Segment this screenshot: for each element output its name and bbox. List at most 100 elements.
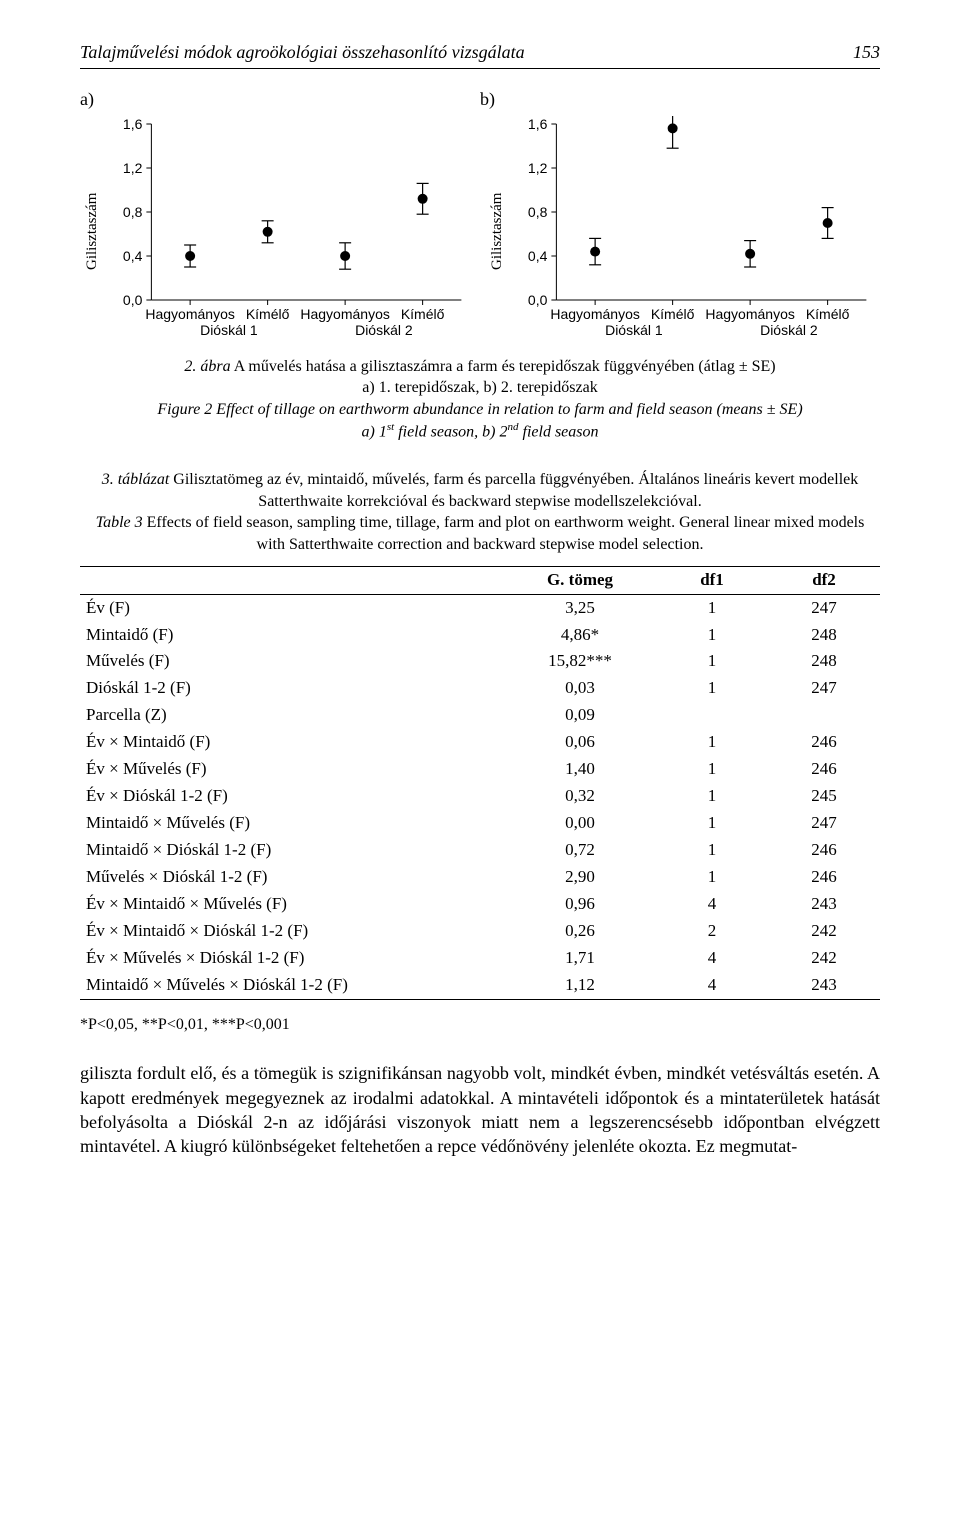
table-caption: 3. táblázat Gilisztatömeg az év, mintaid… [80,469,880,555]
table-cell: 242 [768,918,880,945]
table-cell: Év × Mintaidő × Művelés (F) [80,891,504,918]
table-cell: Év × Mintaidő (F) [80,729,504,756]
table-row: Év × Dióskál 1-2 (F)0,321245 [80,783,880,810]
svg-text:Kímélő: Kímélő [401,306,445,322]
running-header: Talajművelési módok agroökológiai összeh… [80,40,880,69]
svg-text:0,4: 0,4 [123,248,143,264]
svg-text:Dióskál 2: Dióskál 2 [355,322,413,338]
table-row: Művelés (F)15,82***1248 [80,648,880,675]
table-cell: 3,25 [504,594,656,621]
table-cell: 0,00 [504,810,656,837]
panel-b: Gilisztaszám 0,00,40,81,21,6HagyományosK… [485,116,880,346]
svg-text:Hagyományos: Hagyományos [706,306,796,322]
table-cell: 243 [768,891,880,918]
table-header-row: G. tömeg df1 df2 [80,566,880,594]
svg-text:Dióskál 2: Dióskál 2 [760,322,818,338]
svg-text:Dióskál 1: Dióskál 1 [200,322,258,338]
table-cell: Év × Mintaidő × Dióskál 1-2 (F) [80,918,504,945]
table-cell: 1 [656,810,768,837]
table-cell: 247 [768,594,880,621]
table-cell [768,702,880,729]
table-cell: 248 [768,622,880,649]
table-cell: 1 [656,837,768,864]
table-row: Év × Mintaidő (F)0,061246 [80,729,880,756]
table-cell: 1,71 [504,945,656,972]
figure-caption-en: Effect of tillage on earthworm abundance… [212,401,802,418]
svg-text:1,6: 1,6 [528,116,548,132]
table-row: Év (F)3,251247 [80,594,880,621]
svg-text:0,8: 0,8 [528,204,548,220]
table-caption-en-prefix: Table 3 [96,514,143,531]
table-cell: 0,09 [504,702,656,729]
table-cell: 1 [656,729,768,756]
table-col-blank [80,566,504,594]
figure-caption-en-line2-a: a) 1 [362,424,387,441]
page: Talajművelési módok agroökológiai összeh… [0,0,960,1218]
panel-a-chart: 0,00,40,81,21,6HagyományosKímélőHagyomán… [104,116,475,346]
svg-text:1,6: 1,6 [123,116,143,132]
page-number: 153 [853,40,880,64]
svg-text:Hagyományos: Hagyományos [146,306,236,322]
figure-caption-en-prefix: Figure 2 [157,401,212,418]
table-cell: 246 [768,756,880,783]
table-cell: 248 [768,648,880,675]
table-cell: 2,90 [504,864,656,891]
table-cell: Mintaidő × Művelés × Dióskál 1-2 (F) [80,972,504,999]
table-cell: 2 [656,918,768,945]
table-cell: Művelés × Dióskál 1-2 (F) [80,864,504,891]
table-cell: Év × Dióskál 1-2 (F) [80,783,504,810]
figure-caption-en-line2-b: field season, b) 2 [394,424,507,441]
table-col-df1: df1 [700,570,724,589]
table-row: Mintaidő × Művelés (F)0,001247 [80,810,880,837]
figure-panels: Gilisztaszám 0,00,40,81,21,6HagyományosK… [80,116,880,346]
panel-a-ylabel: Gilisztaszám [80,116,104,346]
figure-caption: 2. ábra A művelés hatása a gilisztaszámr… [80,356,880,444]
table-cell: Mintaidő × Dióskál 1-2 (F) [80,837,504,864]
svg-text:Kímélő: Kímélő [651,306,695,322]
table-cell: 247 [768,675,880,702]
table-cell: 246 [768,837,880,864]
svg-text:Kímélő: Kímélő [806,306,850,322]
significance-note: *P<0,05, **P<0,01, ***P<0,001 [80,1014,880,1036]
table-cell: Parcella (Z) [80,702,504,729]
table-body: Év (F)3,251247Mintaidő (F)4,86*1248Művel… [80,594,880,999]
table-cell: 4 [656,972,768,999]
svg-text:1,2: 1,2 [123,160,143,176]
table-cell: 0,26 [504,918,656,945]
panel-b-label: b) [480,87,880,111]
table-cell: 246 [768,729,880,756]
table-row: Mintaidő (F)4,86*1248 [80,622,880,649]
figure-caption-hu-prefix: 2. ábra [184,358,230,375]
table-cell: 246 [768,864,880,891]
body-paragraph: giliszta fordult elő, és a tömegük is sz… [80,1061,880,1158]
table-cell: Év (F) [80,594,504,621]
table-cell: 1 [656,594,768,621]
table-cell [656,702,768,729]
table-row: Év × Művelés × Dióskál 1-2 (F)1,714242 [80,945,880,972]
table-cell: Év × Művelés (F) [80,756,504,783]
table-row: Művelés × Dióskál 1-2 (F)2,901246 [80,864,880,891]
table-cell: Dióskál 1-2 (F) [80,675,504,702]
table-cell: 0,03 [504,675,656,702]
table-cell: 1 [656,648,768,675]
table-cell: 4 [656,891,768,918]
table-row: Parcella (Z)0,09 [80,702,880,729]
table-cell: 247 [768,810,880,837]
svg-text:Hagyományos: Hagyományos [301,306,391,322]
table-cell: 1 [656,783,768,810]
running-title: Talajművelési módok agroökológiai összeh… [80,40,525,64]
table-col-df2: df2 [812,570,836,589]
panel-labels: a) b) [80,87,880,111]
table-cell: 1 [656,864,768,891]
data-table: G. tömeg df1 df2 Év (F)3,251247Mintaidő … [80,566,880,1000]
svg-text:0,4: 0,4 [528,248,548,264]
table-cell: 242 [768,945,880,972]
table-row: Mintaidő × Művelés × Dióskál 1-2 (F)1,12… [80,972,880,999]
table-cell: Mintaidő × Művelés (F) [80,810,504,837]
figure-caption-en-line2-c: field season [519,424,599,441]
svg-text:0,8: 0,8 [123,204,143,220]
table-cell: 1 [656,756,768,783]
table-row: Év × Mintaidő × Dióskál 1-2 (F)0,262242 [80,918,880,945]
table-cell: 1 [656,675,768,702]
table-caption-hu-prefix: 3. táblázat [102,471,170,488]
